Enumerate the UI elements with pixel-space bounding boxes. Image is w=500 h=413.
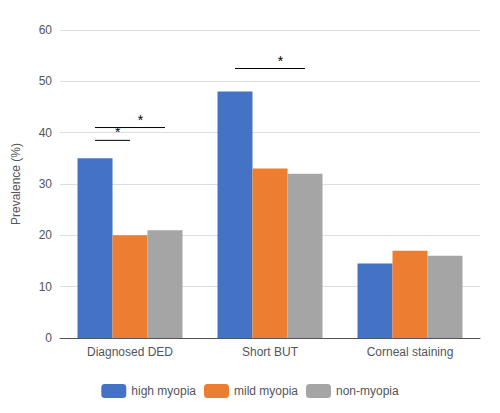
svg-text:0: 0 (45, 331, 52, 345)
svg-text:*: * (138, 112, 144, 128)
svg-text:30: 30 (39, 177, 53, 191)
svg-text:60: 60 (39, 23, 53, 37)
svg-text:Prevalence (%): Prevalence (%) (9, 143, 23, 225)
svg-text:20: 20 (39, 228, 53, 242)
svg-text:Diagnosed DED: Diagnosed DED (87, 345, 173, 359)
svg-text:*: * (278, 53, 284, 69)
svg-text:Short BUT: Short BUT (242, 345, 299, 359)
svg-text:10: 10 (39, 280, 53, 294)
svg-text:40: 40 (39, 126, 53, 140)
svg-text:Corneal staining: Corneal staining (367, 345, 454, 359)
svg-text:*: * (115, 124, 121, 140)
svg-text:mild myopia: mild myopia (234, 384, 298, 398)
svg-text:50: 50 (39, 74, 53, 88)
svg-text:high myopia: high myopia (131, 384, 196, 398)
svg-text:non-myopia: non-myopia (336, 384, 399, 398)
